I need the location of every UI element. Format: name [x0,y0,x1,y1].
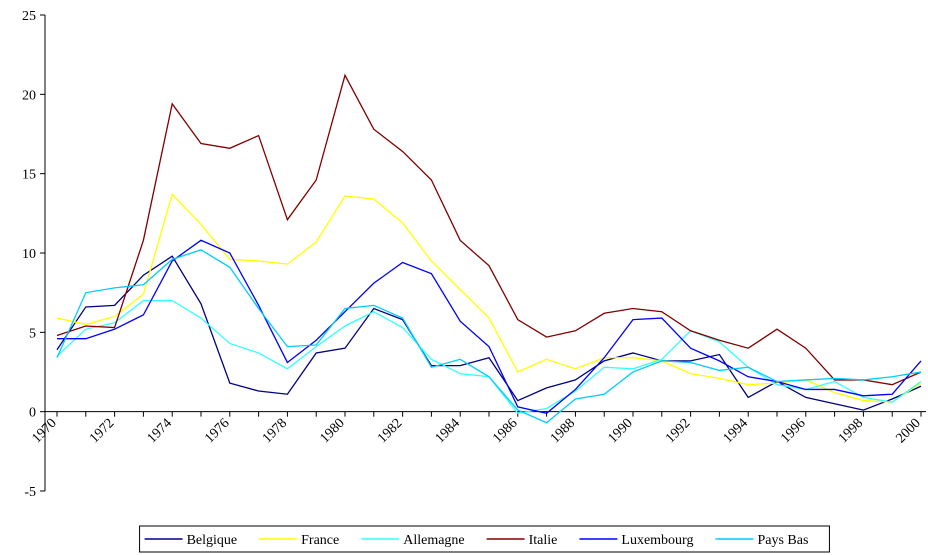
x-tick-label: 1996 [778,416,808,446]
x-tick-label: 1982 [375,416,405,446]
x-tick-label: 1980 [317,416,347,446]
legend: Belgique France Allemagne Italie Luxembourg P… [139,525,830,553]
x-tick-label: 1972 [87,416,117,446]
x-tick-label: 1974 [145,416,175,446]
x-tick-label: 1978 [260,416,290,446]
y-tick-label: 10 [22,247,36,262]
x-tick-label: 2000 [893,416,923,446]
legend-label: Italie [529,533,558,548]
x-tick-label: 1976 [202,416,232,446]
y-tick-label: 5 [29,326,36,341]
legend-box [139,525,830,553]
x-tick-label: 1994 [721,416,751,446]
x-tick-label: 1998 [836,416,866,446]
x-tick-label: 1990 [605,416,635,446]
x-tick-label: 1986 [490,416,520,446]
data-line [56,193,922,403]
data-line [56,249,922,424]
legend-label: Pays Bas [757,533,808,548]
legend-label: Luxembourg [621,533,693,548]
legend-label: Belgique [187,533,238,548]
data-line [56,73,922,386]
y-tick-label: 20 [22,88,36,103]
y-tick-label: -5 [24,485,36,500]
legend-label: France [301,533,339,548]
y-tick-label: 15 [22,168,36,183]
x-tick-label: 1984 [433,416,463,446]
x-tick-label: 1988 [548,416,578,446]
y-tick-label: 25 [22,9,36,24]
legend-label: Allemagne [403,533,464,548]
y-tick-label: 0 [29,406,36,421]
x-tick-label: 1992 [663,416,693,446]
